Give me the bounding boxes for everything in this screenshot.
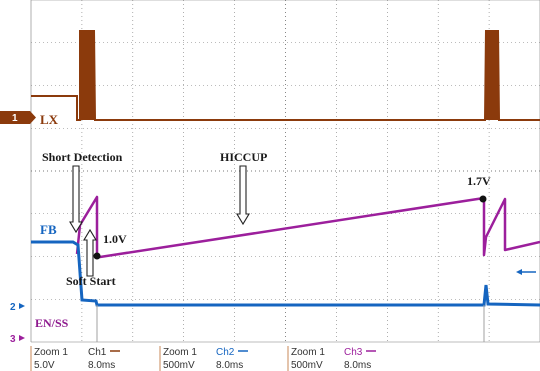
ch1-time: 8.0ms [88, 360, 115, 371]
ramp-start-dot [93, 252, 101, 260]
ch2-scale: 500mV [163, 360, 195, 371]
ramp-start-voltage-label: 1.0V [103, 232, 127, 246]
ch2-time: 8.0ms [216, 360, 243, 371]
fb-trace-line [31, 240, 540, 307]
ch1-marker-number: 1 [12, 113, 18, 124]
hiccup-label: HICCUP [220, 150, 267, 164]
en-ss-waveform [75, 195, 540, 260]
fb-label: FB [40, 222, 57, 237]
ch1-marker: 1 [0, 111, 36, 124]
ch1-name: Ch1 [88, 347, 107, 358]
ch3-marker: 3 [10, 334, 25, 345]
ch3-time: 8.0ms [344, 360, 371, 371]
ch3-marker-number: 3 [10, 334, 16, 345]
en-ss-label: EN/SS [35, 316, 69, 330]
soft-start-arrow-icon [83, 228, 97, 277]
lx-label: LX [40, 112, 59, 127]
soft-start-label: Soft Start [66, 274, 116, 288]
lx-trace-line [31, 29, 540, 121]
ramp-end-voltage-label: 1.7V [467, 174, 491, 188]
ch3-zoom: Zoom 1 [291, 347, 325, 358]
lx-waveform [31, 29, 540, 121]
readout-ch1: Zoom 1 5.0V Ch1 8.0ms [30, 346, 120, 371]
readout-ch3: Zoom 1 500mV Ch3 8.0ms [287, 346, 376, 371]
ch2-name: Ch2 [216, 347, 235, 358]
ch3-scale: 500mV [291, 360, 323, 371]
hiccup-arrow-icon [236, 165, 250, 226]
fb-waveform [31, 240, 540, 342]
short-detection-arrow-icon [69, 165, 83, 234]
ch2-marker-number: 2 [10, 302, 16, 313]
readout-ch2: Zoom 1 500mV Ch2 8.0ms [159, 346, 248, 371]
trigger-arrow-icon [516, 269, 536, 275]
annotation-arrows [69, 165, 250, 277]
ch3-name: Ch3 [344, 347, 363, 358]
ch1-zoom: Zoom 1 [34, 347, 68, 358]
ch2-marker: 2 [10, 302, 25, 313]
ramp-end-dot [479, 195, 487, 203]
ch1-scale: 5.0V [34, 360, 55, 371]
short-detection-label: Short Detection [42, 150, 123, 164]
ch2-zoom: Zoom 1 [163, 347, 197, 358]
